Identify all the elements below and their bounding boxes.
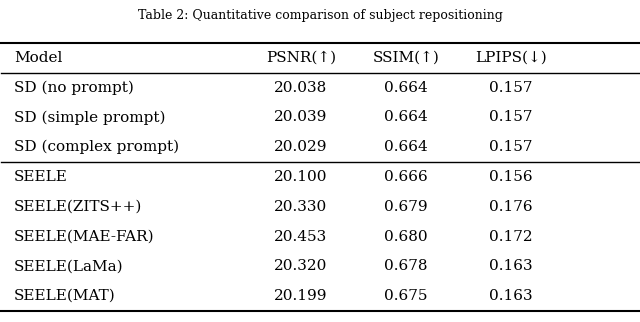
Text: SSIM(↑): SSIM(↑)	[372, 51, 440, 65]
Text: 0.157: 0.157	[490, 110, 533, 124]
Text: 20.038: 20.038	[275, 80, 328, 95]
Text: 0.666: 0.666	[384, 170, 428, 184]
Text: 20.320: 20.320	[274, 259, 328, 273]
Text: 0.157: 0.157	[490, 140, 533, 154]
Text: SEELE(ZITS++): SEELE(ZITS++)	[14, 200, 143, 214]
Text: SEELE(MAE-FAR): SEELE(MAE-FAR)	[14, 230, 155, 243]
Text: 0.680: 0.680	[384, 230, 428, 243]
Text: 0.163: 0.163	[490, 289, 533, 303]
Text: SD (no prompt): SD (no prompt)	[14, 80, 134, 95]
Text: 0.678: 0.678	[384, 259, 428, 273]
Text: SEELE(LaMa): SEELE(LaMa)	[14, 259, 124, 273]
Text: 20.039: 20.039	[274, 110, 328, 124]
Text: 0.172: 0.172	[490, 230, 533, 243]
Text: SD (complex prompt): SD (complex prompt)	[14, 140, 179, 154]
Text: SEELE: SEELE	[14, 170, 68, 184]
Text: 0.664: 0.664	[384, 110, 428, 124]
Text: 0.176: 0.176	[490, 200, 533, 214]
Text: SEELE(MAT): SEELE(MAT)	[14, 289, 116, 303]
Text: 0.664: 0.664	[384, 140, 428, 154]
Text: 0.675: 0.675	[384, 289, 428, 303]
Text: Table 2: Quantitative comparison of subject repositioning: Table 2: Quantitative comparison of subj…	[138, 9, 502, 22]
Text: 20.453: 20.453	[275, 230, 328, 243]
Text: 20.029: 20.029	[274, 140, 328, 154]
Text: SD (simple prompt): SD (simple prompt)	[14, 110, 166, 125]
Text: 20.199: 20.199	[274, 289, 328, 303]
Text: 0.156: 0.156	[490, 170, 533, 184]
Text: 0.163: 0.163	[490, 259, 533, 273]
Text: Model: Model	[14, 51, 63, 65]
Text: 20.330: 20.330	[275, 200, 328, 214]
Text: 20.100: 20.100	[274, 170, 328, 184]
Text: 0.679: 0.679	[384, 200, 428, 214]
Text: PSNR(↑): PSNR(↑)	[266, 51, 336, 65]
Text: LPIPS(↓): LPIPS(↓)	[476, 51, 547, 65]
Text: 0.157: 0.157	[490, 80, 533, 95]
Text: 0.664: 0.664	[384, 80, 428, 95]
